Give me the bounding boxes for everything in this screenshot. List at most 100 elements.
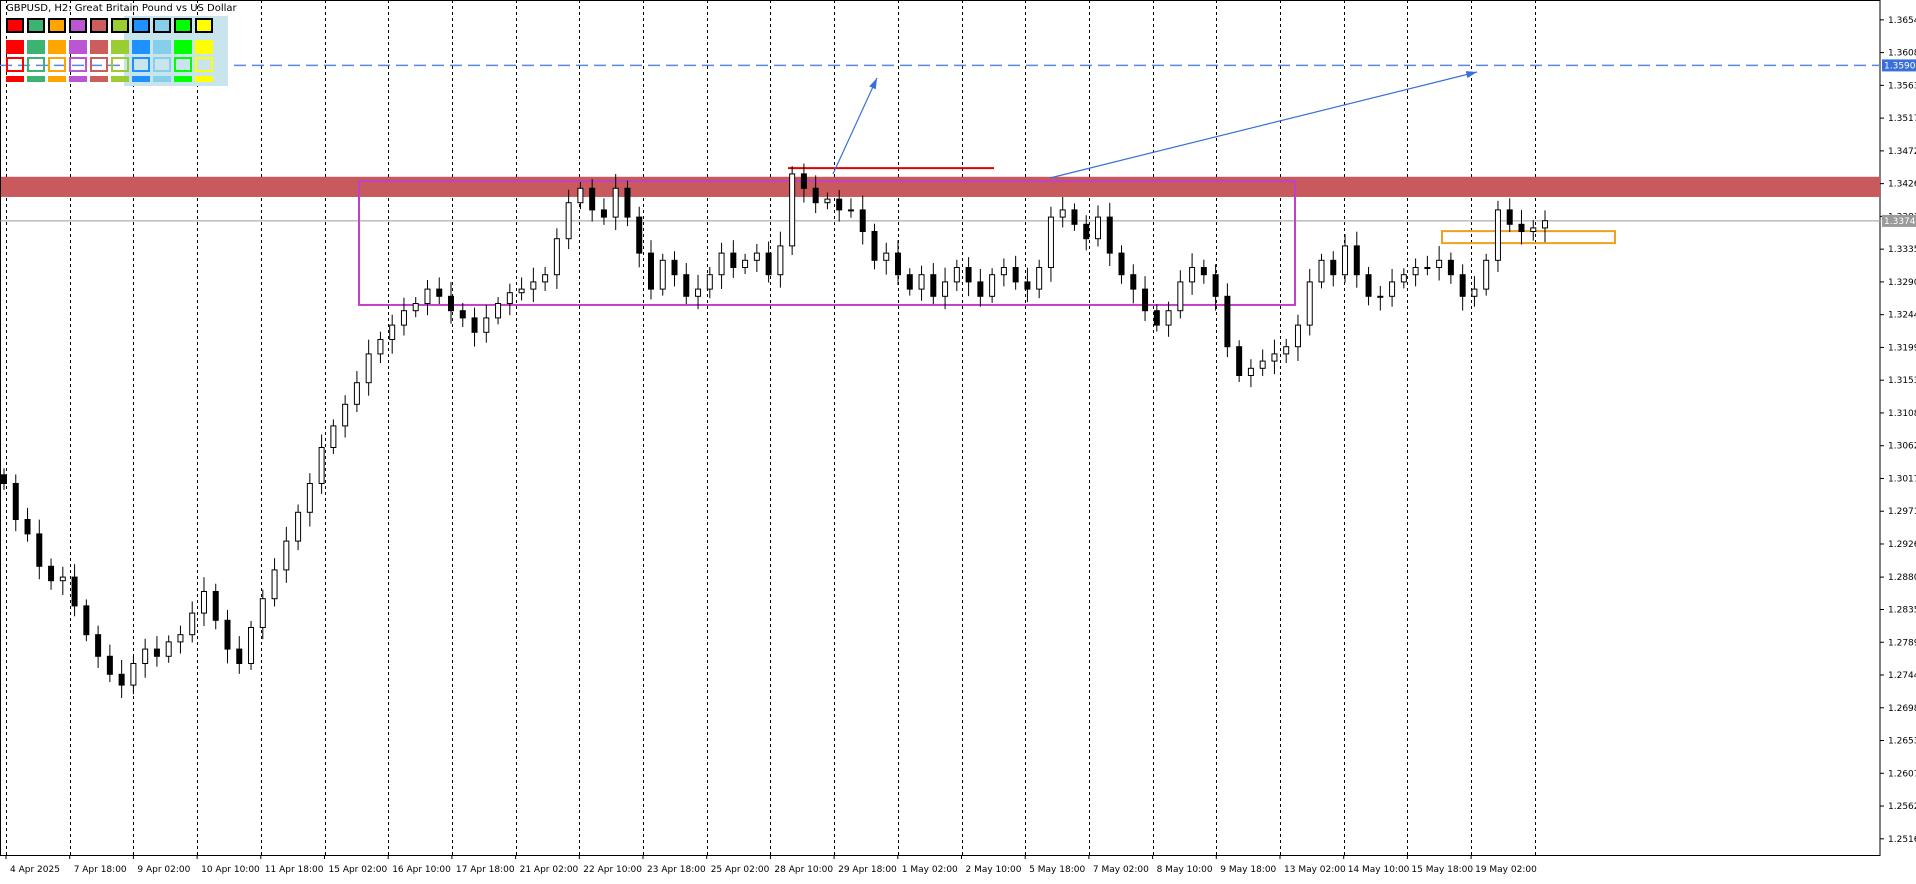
candle-body — [895, 252, 902, 276]
y-tick-label: 1.27440 — [1888, 671, 1916, 681]
candle-body — [1036, 267, 1043, 290]
palette-swatch[interactable] — [195, 40, 213, 54]
y-tick-label: 1.34720 — [1888, 147, 1916, 157]
candle-body — [1212, 274, 1219, 297]
palette-swatch[interactable] — [153, 18, 171, 33]
palette-swatch[interactable] — [195, 76, 213, 82]
palette-swatch[interactable] — [6, 57, 24, 72]
candle-body — [1283, 346, 1290, 355]
candle-body — [448, 295, 455, 312]
candle-body — [1106, 216, 1113, 254]
palette-swatch[interactable] — [153, 76, 171, 82]
candle-body — [647, 252, 654, 290]
candle-body — [612, 187, 619, 218]
candle-body — [1271, 353, 1278, 362]
y-tick-label: 1.36540 — [1888, 16, 1916, 26]
target-price-tag: 1.35907 — [1884, 61, 1916, 71]
candle-body — [942, 281, 949, 297]
order-box[interactable] — [1441, 230, 1616, 245]
palette-swatch[interactable] — [111, 76, 129, 82]
palette-swatch[interactable] — [90, 40, 108, 54]
projection-arrow[interactable] — [832, 77, 878, 175]
candle-body — [1224, 295, 1231, 348]
palette-swatch[interactable] — [90, 18, 108, 33]
candle-body — [1353, 245, 1360, 276]
candle-body — [695, 288, 702, 297]
palette-swatch[interactable] — [153, 40, 171, 54]
candle-body — [871, 231, 878, 261]
candle-body — [306, 482, 313, 513]
palette-swatch[interactable] — [48, 76, 66, 82]
x-tick-label: 28 Apr 10:00 — [774, 865, 833, 875]
x-tick-label: 17 Apr 18:00 — [456, 865, 515, 875]
x-tick-label: 23 Apr 18:00 — [647, 865, 706, 875]
candle-body — [659, 259, 666, 290]
palette-swatch[interactable] — [48, 40, 66, 54]
palette-swatch[interactable] — [69, 57, 87, 72]
candle-body — [1153, 310, 1160, 326]
palette-swatch[interactable] — [132, 57, 150, 72]
candle-body — [59, 576, 66, 582]
palette-swatch[interactable] — [174, 76, 192, 82]
candle-body — [1083, 223, 1090, 240]
palette-swatch[interactable] — [111, 40, 129, 54]
candle-body — [1024, 281, 1031, 290]
candle-body — [742, 259, 749, 269]
y-tick-label: 1.26075 — [1888, 769, 1916, 779]
y-tick-label: 1.31080 — [1888, 409, 1916, 419]
x-tick-label: 9 May 18:00 — [1220, 865, 1276, 875]
palette-swatch[interactable] — [195, 18, 213, 33]
candle-body — [259, 598, 266, 628]
candle-body — [506, 292, 513, 305]
palette-swatch[interactable] — [27, 40, 45, 54]
y-tick-label: 1.33355 — [1888, 245, 1916, 255]
candle-body — [1071, 209, 1078, 225]
candle-body — [859, 209, 866, 233]
candle-body — [48, 565, 55, 582]
palette-swatch[interactable] — [48, 18, 66, 33]
candle-body — [1130, 274, 1137, 290]
y-tick-label: 1.28350 — [1888, 605, 1916, 615]
palette-swatch[interactable] — [27, 76, 45, 82]
palette-swatch[interactable] — [27, 57, 45, 72]
candle-body — [224, 619, 231, 650]
resistance-zone[interactable] — [1, 176, 1880, 197]
palette-swatch[interactable] — [69, 76, 87, 82]
palette-swatch[interactable] — [6, 76, 24, 82]
palette-swatch[interactable] — [174, 57, 192, 72]
palette-swatch[interactable] — [132, 76, 150, 82]
candle-body — [918, 274, 925, 290]
palette-swatch[interactable] — [111, 18, 129, 33]
y-tick-label: 1.31535 — [1888, 376, 1916, 386]
color-palette[interactable] — [6, 16, 228, 86]
candle-body — [1377, 295, 1384, 298]
palette-swatch[interactable] — [27, 18, 45, 33]
x-tick-label: 10 Apr 10:00 — [201, 865, 260, 875]
palette-swatch[interactable] — [132, 40, 150, 54]
palette-swatch[interactable] — [90, 57, 108, 72]
candle-body — [824, 198, 831, 204]
projection-arrow[interactable] — [1049, 71, 1478, 179]
candle-body — [495, 303, 502, 319]
candle-body — [1177, 281, 1184, 312]
range-box[interactable] — [358, 180, 1296, 306]
palette-swatch[interactable] — [48, 57, 66, 72]
palette-swatch[interactable] — [111, 57, 129, 72]
palette-swatch[interactable] — [90, 76, 108, 82]
x-tick-label: 9 Apr 02:00 — [137, 865, 190, 875]
palette-swatch[interactable] — [153, 57, 171, 72]
palette-swatch[interactable] — [6, 40, 24, 54]
palette-swatch[interactable] — [69, 18, 87, 33]
palette-swatch[interactable] — [132, 18, 150, 33]
palette-swatch[interactable] — [69, 40, 87, 54]
palette-swatch[interactable] — [174, 40, 192, 54]
candle-body — [965, 267, 972, 283]
candle-body — [189, 612, 196, 636]
candle-body — [1494, 209, 1501, 261]
candle-body — [1294, 324, 1301, 348]
palette-swatch[interactable] — [6, 18, 24, 33]
palette-swatch[interactable] — [195, 57, 213, 72]
palette-swatch[interactable] — [174, 18, 192, 33]
